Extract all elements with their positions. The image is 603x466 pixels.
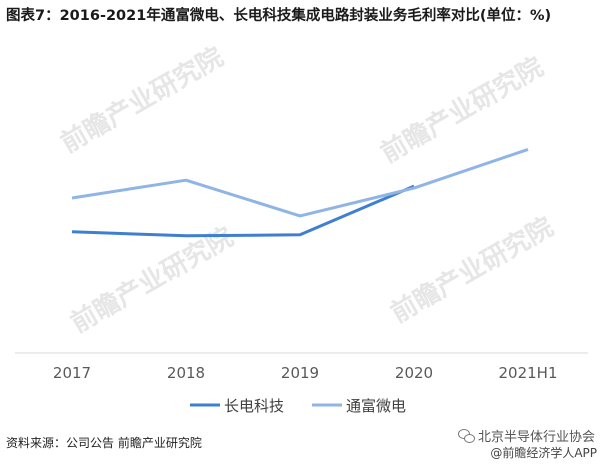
series-layer bbox=[71, 147, 529, 238]
app-credit: @前瞻经济学人APP bbox=[490, 446, 597, 460]
chart-title: 图表7：2016-2021年通富微电、长电科技集成电路封装业务毛利率对比(单位：… bbox=[6, 8, 552, 24]
x-tick-label: 2020 bbox=[395, 364, 433, 382]
legend: 长电科技 通富微电 bbox=[190, 397, 406, 415]
legend-label: 通富微电 bbox=[346, 397, 406, 415]
wechat-credit: 北京半导体行业协会 bbox=[457, 426, 595, 445]
legend-label: 长电科技 bbox=[224, 397, 284, 415]
x-tick-labels: 2017 2018 2019 2020 2021H1 bbox=[53, 364, 558, 382]
series-line-2 bbox=[71, 147, 529, 218]
wechat-icon bbox=[457, 428, 475, 443]
series-line-1 bbox=[71, 184, 415, 238]
x-tick-label: 2019 bbox=[281, 364, 319, 382]
wechat-account: 北京半导体行业协会 bbox=[477, 430, 595, 445]
x-tick-label: 2021H1 bbox=[499, 364, 558, 382]
x-tick-label: 2018 bbox=[167, 364, 205, 382]
source-note: 资料来源：公司公告 前瞻产业研究院 bbox=[6, 436, 202, 450]
x-tick-label: 2017 bbox=[53, 364, 91, 382]
